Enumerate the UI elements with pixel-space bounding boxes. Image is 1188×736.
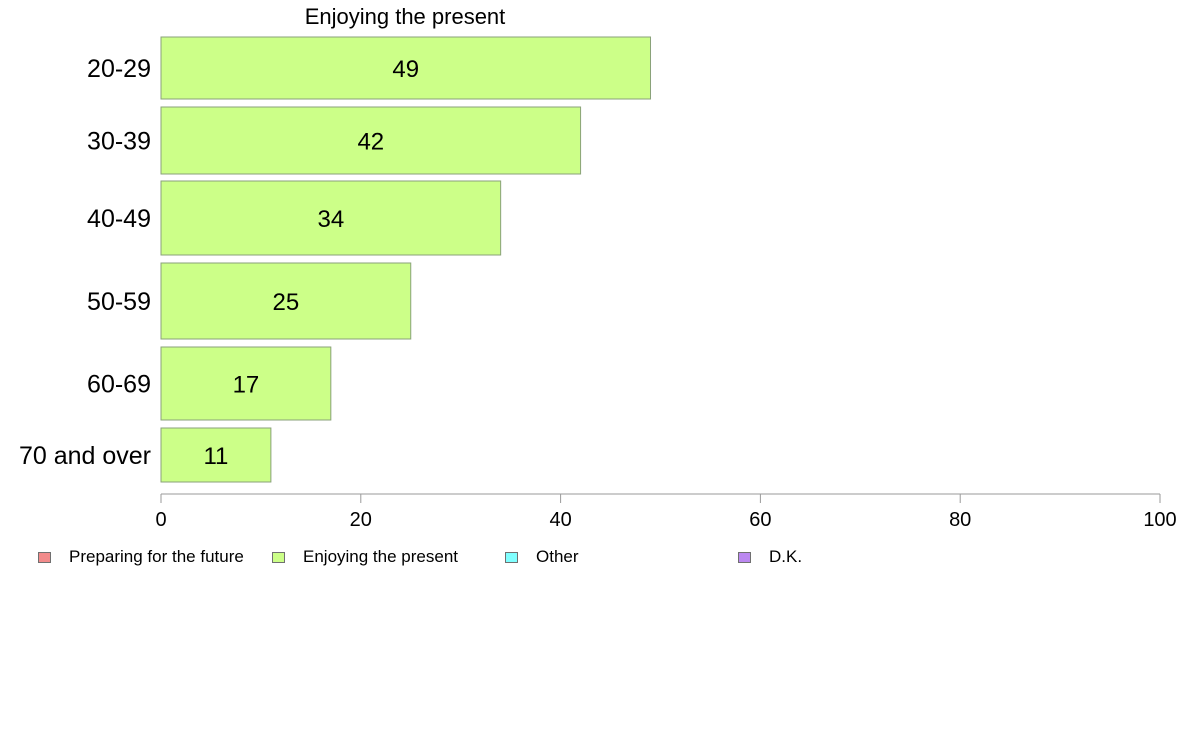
bar-40-49 bbox=[160, 180, 502, 256]
x-tick-label: 100 bbox=[1143, 509, 1176, 531]
category-label: 60-69 bbox=[87, 371, 151, 399]
legend-item-dk: D.K. bbox=[738, 547, 802, 567]
data-label: 42 bbox=[357, 129, 384, 156]
x-tick-label: 20 bbox=[350, 509, 372, 531]
legend-item-preparing: Preparing for the future bbox=[38, 547, 244, 567]
legend-swatch bbox=[38, 551, 51, 563]
legend-label: D.K. bbox=[769, 547, 803, 566]
category-label: 50-59 bbox=[87, 288, 151, 316]
data-label: 25 bbox=[273, 289, 300, 316]
bar-70-and-over bbox=[160, 427, 272, 483]
bar-50-59 bbox=[160, 262, 412, 340]
category-label: 70 and over bbox=[19, 442, 151, 470]
x-tick-label: 40 bbox=[549, 509, 571, 531]
legend-item-other: Other bbox=[505, 547, 579, 567]
data-label: 34 bbox=[317, 206, 344, 233]
bars-group: 49 20-29 42 30-39 34 40-49 25 50-59 17 60-69 11 70 … bbox=[19, 36, 652, 483]
x-tick-label: 80 bbox=[949, 509, 971, 531]
bar-30-39 bbox=[160, 106, 582, 175]
legend-item-enjoying: Enjoying the present bbox=[272, 547, 458, 567]
legend-label: Preparing for the future bbox=[69, 547, 244, 566]
x-tick-label: 60 bbox=[749, 509, 771, 531]
data-label: 11 bbox=[203, 443, 228, 470]
legend-label: Enjoying the present bbox=[303, 547, 458, 566]
bar-20-29 bbox=[160, 36, 652, 100]
bar-60-69 bbox=[160, 346, 332, 421]
legend-swatch bbox=[272, 551, 285, 563]
x-tick-label: 0 bbox=[155, 509, 166, 531]
category-label: 40-49 bbox=[87, 205, 151, 233]
category-label: 20-29 bbox=[87, 55, 151, 83]
category-label: 30-39 bbox=[87, 128, 151, 156]
chart-title: Enjoying the present bbox=[305, 4, 506, 29]
legend-swatch bbox=[738, 551, 751, 563]
data-label: 17 bbox=[233, 372, 260, 399]
x-axis: 0 20 40 60 80 100 bbox=[155, 493, 1177, 531]
legend-swatch bbox=[505, 551, 518, 563]
data-label: 49 bbox=[392, 56, 419, 83]
legend-label: Other bbox=[536, 547, 579, 566]
